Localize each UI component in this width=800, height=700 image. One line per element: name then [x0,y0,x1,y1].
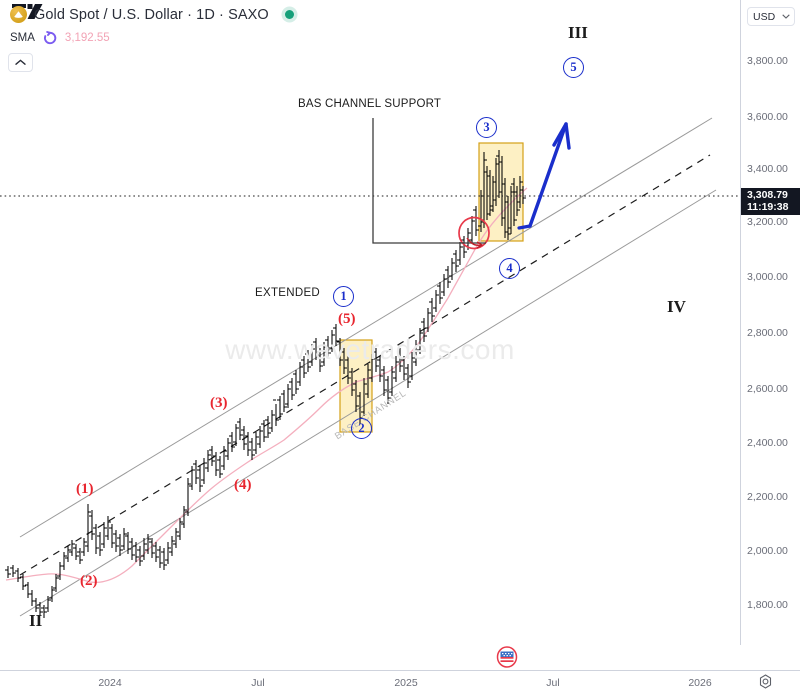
wave-label-circled-5: 5 [563,57,584,78]
wave-label-roman-four: IV [667,297,686,316]
currency-label: USD [753,10,776,23]
current-price-value: 3,308.79 [747,189,788,201]
base-channel-lower-line [19,189,717,617]
indicator-value: 3,192.55 [64,32,110,44]
time-axis[interactable]: 2024 Jul 2025 Jul 2026 [0,645,800,700]
highlight-ellipse-wave-4 [458,216,490,250]
gold-coin-icon [10,6,27,23]
time-axis-divider [0,670,800,671]
us-flag-icon[interactable] [495,645,519,669]
time-tick: 2026 [688,677,712,689]
base-channel-support-connector [372,118,486,244]
indicator-row[interactable]: SMA 3,192.55 [10,31,110,45]
current-price-time: 11:19:38 [747,200,789,213]
chart-legend: Gold Spot / U.S. Dollar · 1D · SAXO SMA … [0,0,740,78]
wave-label-red-3: (3) [210,395,228,411]
time-tick: Jul [546,677,560,689]
chart-plot-area[interactable]: www.wavetraders.com [0,0,740,645]
price-tick: 3,000.00 [747,271,788,283]
market-open-dot [284,10,294,19]
wave-label-circled-1: 1 [333,286,354,307]
wave-label-roman-three: III [568,23,588,42]
price-tick: 3,200.00 [747,216,788,228]
price-tick: 2,200.00 [747,491,788,503]
price-tick: 3,600.00 [747,111,788,123]
time-tick: 2024 [98,677,122,689]
wave-label-roman-two: II [29,611,43,630]
wave-label-circled-4: 4 [499,258,520,279]
settings-gear-icon[interactable] [757,674,774,696]
chevron-up-icon[interactable] [8,53,33,72]
currency-selector[interactable]: USD [747,7,795,26]
wave-label-red-1: (1) [76,481,94,497]
price-tick: 2,400.00 [747,437,788,449]
base-channel-upper-line [19,117,713,538]
wave-label-red-4: (4) [234,477,252,493]
indicator-name: SMA [10,32,35,44]
refresh-icon[interactable] [43,31,57,45]
price-tick: 2,800.00 [747,327,788,339]
label-base-channel-support: BAS CHANNEL SUPPORT [298,98,442,110]
symbol-title: Gold Spot / U.S. Dollar · 1D · SAXO [34,6,269,23]
projection-arrow [517,122,571,230]
ellipse-pointer-arrow [466,237,484,249]
price-tick: 1,800.00 [747,599,788,611]
chevron-down-icon [782,14,790,19]
price-bars [5,150,526,618]
base-channel-median-line [19,154,711,576]
chart-canvas [0,117,740,618]
wave-label-circled-2: 2 [351,418,372,439]
time-tick: Jul [251,677,265,689]
price-tick: 2,000.00 [747,545,788,557]
symbol-row[interactable]: Gold Spot / U.S. Dollar · 1D · SAXO [10,6,294,23]
price-tick: 3,800.00 [747,55,788,67]
wave-label-red-2: (2) [80,573,98,589]
price-tick: 2,600.00 [747,383,788,395]
label-extended: EXTENDED [255,287,321,299]
price-tick: 3,400.00 [747,163,788,175]
current-price-badge: 3,308.79 11:19:38 [741,188,800,215]
wave-label-red-5: (5) [338,311,356,327]
time-tick: 2025 [394,677,418,689]
wave-label-circled-3: 3 [476,117,497,138]
sma-line [5,187,528,584]
price-axis[interactable]: USD 3,800.00 3,600.00 3,400.00 3,200.00 … [740,0,800,661]
